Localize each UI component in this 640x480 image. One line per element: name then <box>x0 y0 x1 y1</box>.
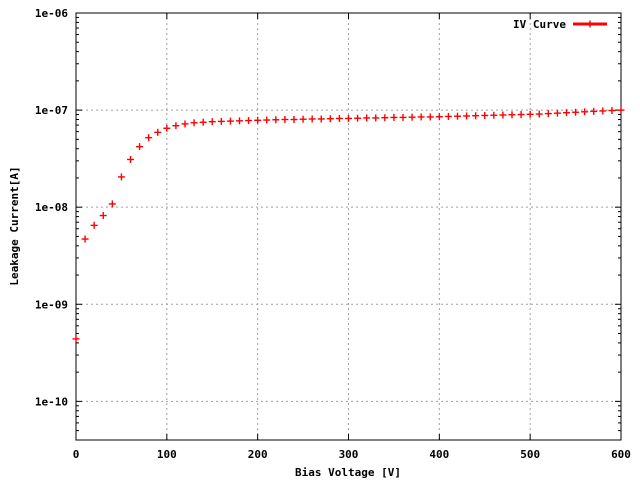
data-point <box>290 115 298 123</box>
data-point <box>308 115 316 123</box>
data-point <box>245 117 253 125</box>
data-point <box>272 116 280 124</box>
data-point <box>335 114 343 122</box>
data-point <box>490 111 498 119</box>
data-point <box>172 122 180 130</box>
data-point <box>254 116 262 124</box>
data-point <box>163 124 171 132</box>
data-point <box>190 119 198 127</box>
y-tick-label: 1e-08 <box>35 201 68 214</box>
data-point <box>90 221 98 229</box>
data-point <box>81 235 89 243</box>
data-point <box>317 115 325 123</box>
data-point <box>454 112 461 120</box>
y-tick-label: 1e-07 <box>35 104 68 117</box>
data-point <box>617 106 625 114</box>
data-point <box>108 200 116 208</box>
data-point <box>408 113 416 121</box>
data-point <box>363 114 371 122</box>
data-point <box>381 114 389 122</box>
data-point <box>199 118 207 126</box>
data-point <box>154 128 162 136</box>
data-point <box>435 113 443 121</box>
data-point <box>217 117 225 125</box>
data-point <box>572 108 580 116</box>
data-point <box>499 111 507 119</box>
data-point <box>535 110 543 118</box>
data-point <box>417 113 425 121</box>
data-point <box>299 115 307 123</box>
grid-layer <box>76 13 621 440</box>
data-point <box>117 173 125 181</box>
data-point <box>326 115 334 123</box>
data-point <box>99 212 107 220</box>
data-point <box>263 116 271 124</box>
data-point <box>526 110 534 118</box>
data-point <box>208 118 216 126</box>
data-point <box>608 107 616 115</box>
data-point <box>544 110 552 118</box>
x-tick-label: 200 <box>248 448 268 461</box>
legend: IV Curve <box>513 18 607 31</box>
data-point <box>553 109 561 117</box>
data-point <box>127 155 134 163</box>
x-tick-label: 100 <box>157 448 177 461</box>
data-point <box>226 117 234 125</box>
y-tick-label: 1e-10 <box>35 395 68 408</box>
y-tick-label: 1e-09 <box>35 298 68 311</box>
data-point <box>354 114 362 122</box>
data-point <box>145 134 153 142</box>
x-tick-label: 400 <box>429 448 449 461</box>
data-point <box>563 109 570 117</box>
y-axis-label: Leakage Current[A] <box>8 166 21 285</box>
legend-label: IV Curve <box>513 18 566 31</box>
data-point <box>345 114 352 122</box>
x-tick-label: 600 <box>611 448 631 461</box>
data-point <box>281 115 289 123</box>
data-point <box>72 335 80 343</box>
x-tick-label: 0 <box>73 448 80 461</box>
data-point <box>390 113 398 121</box>
x-tick-label: 500 <box>520 448 540 461</box>
data-point <box>372 114 380 122</box>
data-point <box>581 108 589 116</box>
data-point <box>599 107 607 115</box>
y-tick-label: 1e-06 <box>35 7 68 20</box>
data-point <box>444 112 452 120</box>
data-point <box>463 112 471 120</box>
data-point <box>236 117 243 125</box>
x-tick-label: 300 <box>339 448 359 461</box>
data-point <box>136 143 144 151</box>
data-point <box>508 111 516 119</box>
data-point <box>181 120 189 128</box>
x-axis-label: Bias Voltage [V] <box>295 466 401 479</box>
plot-frame <box>75 12 622 441</box>
data-point <box>426 113 434 121</box>
data-layer <box>72 106 625 343</box>
axis-layer: 0 100 200 300 400 500 600 1e-10 1e-09 1e-08 1e-07 1… <box>35 7 631 461</box>
data-point <box>517 111 525 119</box>
data-point <box>472 112 480 120</box>
data-point <box>481 111 489 119</box>
data-point <box>399 113 407 121</box>
data-point <box>590 107 598 115</box>
